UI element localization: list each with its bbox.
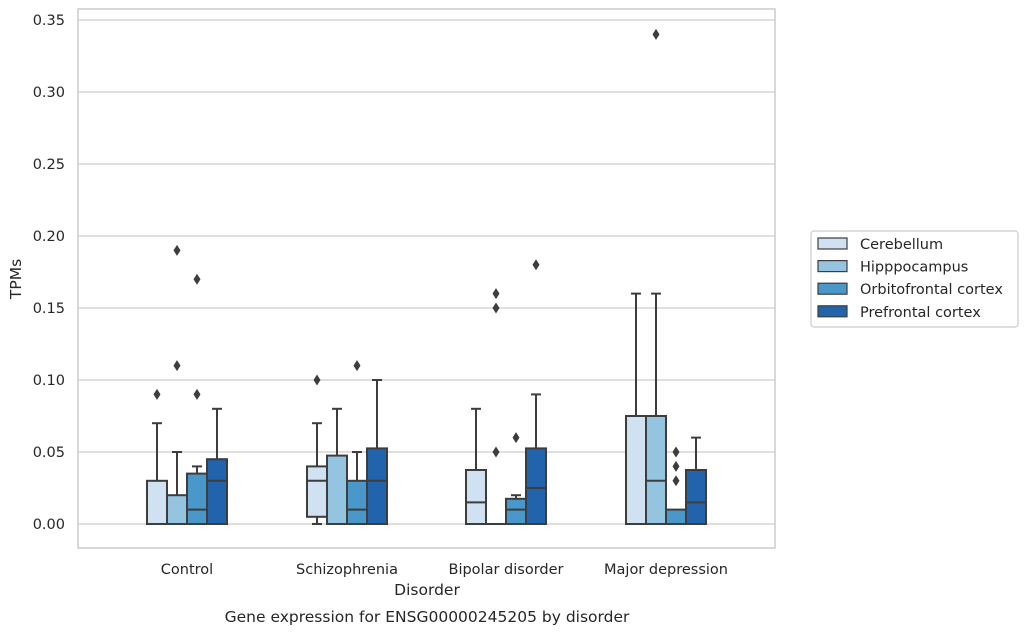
outlier-point xyxy=(353,360,361,372)
legend-frame xyxy=(810,230,1019,328)
box-orbitofrontal-cortex xyxy=(186,273,208,526)
iqr-box xyxy=(505,497,527,525)
box-prefrontal-cortex xyxy=(525,259,547,525)
box-prefrontal-cortex xyxy=(206,407,228,526)
iqr-box xyxy=(326,454,348,526)
x-tick-label: Major depression xyxy=(604,562,728,578)
outlier-point xyxy=(652,28,660,40)
outlier-point xyxy=(492,288,500,300)
outlier-point xyxy=(672,446,680,458)
legend-label: Prefrontal cortex xyxy=(860,305,981,321)
box-hipppocampus xyxy=(645,28,667,525)
legend-label: Hipppocampus xyxy=(860,260,968,276)
iqr-box xyxy=(685,469,707,525)
outlier-point xyxy=(313,374,321,386)
y-tick-label: 0.20 xyxy=(33,229,65,245)
iqr-box xyxy=(346,479,368,525)
iqr-box xyxy=(206,458,228,526)
outlier-point xyxy=(492,446,500,458)
outlier-point xyxy=(492,302,500,314)
x-axis-ticks: Control Schizophrenia Bipolar disorder Majo… xyxy=(161,562,728,578)
y-tick-label: 0.15 xyxy=(33,301,65,317)
iqr-box xyxy=(166,494,188,526)
chart-title: Gene expression for ENSG00000245205 by d… xyxy=(225,608,630,626)
y-axis-ticks: 0.00 0.05 0.10 0.15 0.20 0.25 0.30 0.35 xyxy=(33,13,65,533)
iqr-box xyxy=(306,465,328,518)
box-orbitofrontal-cortex xyxy=(665,446,687,526)
outlier-point xyxy=(173,360,181,372)
box-cerebellum xyxy=(465,407,487,525)
box-prefrontal-cortex xyxy=(366,379,388,525)
outlier-point xyxy=(193,388,201,400)
box-hipppocampus xyxy=(166,244,188,526)
y-tick-label: 0.05 xyxy=(33,445,65,461)
legend-swatch xyxy=(817,282,848,295)
iqr-box xyxy=(146,479,168,525)
legend-swatch xyxy=(817,237,848,250)
legend-swatch xyxy=(817,305,848,318)
y-tick-label: 0.25 xyxy=(33,157,65,173)
outlier-point xyxy=(173,244,181,256)
outlier-point xyxy=(512,432,520,444)
iqr-box xyxy=(366,447,388,525)
y-tick-label: 0.10 xyxy=(33,373,65,389)
boxes xyxy=(146,28,707,526)
box-orbitofrontal-cortex xyxy=(505,432,527,525)
iqr-box xyxy=(645,415,667,525)
outlier-point xyxy=(193,273,201,285)
box-prefrontal-cortex xyxy=(685,436,707,525)
y-tick-label: 0.35 xyxy=(33,13,65,29)
outlier-point xyxy=(153,388,161,400)
outlier-point xyxy=(532,259,540,271)
x-tick-label: Schizophrenia xyxy=(296,562,398,578)
iqr-box xyxy=(465,469,487,525)
legend-label: Cerebellum xyxy=(860,237,943,253)
y-tick-label: 0.00 xyxy=(33,517,65,533)
plot-frame xyxy=(77,8,776,549)
iqr-box xyxy=(665,508,687,526)
x-tick-label: Bipolar disorder xyxy=(449,562,564,578)
box-cerebellum xyxy=(146,388,168,525)
box-hipppocampus xyxy=(326,407,348,526)
iqr-box xyxy=(625,415,647,525)
iqr-box xyxy=(525,447,547,525)
legend-label: Orbitofrontal cortex xyxy=(860,282,1003,298)
outlier-point xyxy=(672,460,680,472)
gridlines xyxy=(78,19,775,525)
outlier-point xyxy=(672,475,680,487)
legend: Cerebellum Hipppocampus Orbitofrontal cort… xyxy=(810,230,1019,328)
x-tick-label: Control xyxy=(161,562,213,578)
plot-area xyxy=(78,9,775,548)
y-tick-label: 0.30 xyxy=(33,85,65,101)
x-axis-title: Disorder xyxy=(394,581,460,599)
box-orbitofrontal-cortex xyxy=(346,360,368,525)
y-axis-title: TPMs xyxy=(7,259,25,300)
legend-swatch xyxy=(817,260,848,273)
iqr-box xyxy=(186,472,208,526)
